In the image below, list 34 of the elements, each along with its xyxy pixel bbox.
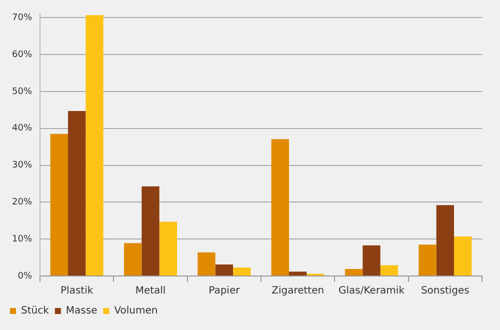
y-tick-label: 50% [12,86,32,97]
x-tick-label: Sonstiges [420,286,470,297]
bar [215,264,234,276]
y-tick-label: 0% [18,271,32,282]
y-tick-label: 30% [12,160,32,171]
x-tick-label: Glas/Keramik [338,286,405,297]
y-tick-label: 70% [12,13,32,24]
bar [380,265,398,276]
y-tick-label: 20% [12,198,32,208]
bar [418,244,436,276]
bar [159,222,178,276]
bar [198,252,216,276]
y-tick-label: 10% [12,234,32,244]
y-tick-label: 40% [12,124,32,134]
x-tick-label: Zigaretten [272,286,324,297]
y-tick-label: 60% [12,50,32,60]
bar [436,205,454,276]
bar [288,272,307,276]
x-tick-label: Papier [208,286,241,297]
bar [362,245,380,276]
bar [86,15,104,276]
bar [142,186,160,276]
bar [454,236,472,276]
x-tick-label: Metall [135,286,166,297]
bar [233,268,251,276]
legend-label: Stück [21,306,50,317]
bar [271,139,289,276]
legend-label: Volumen [114,306,158,317]
bar [344,268,363,276]
bar [124,243,142,276]
bar [68,111,86,276]
x-tick-label: Plastik [60,286,94,297]
legend-label: Masse [66,306,98,317]
bar [50,134,68,276]
